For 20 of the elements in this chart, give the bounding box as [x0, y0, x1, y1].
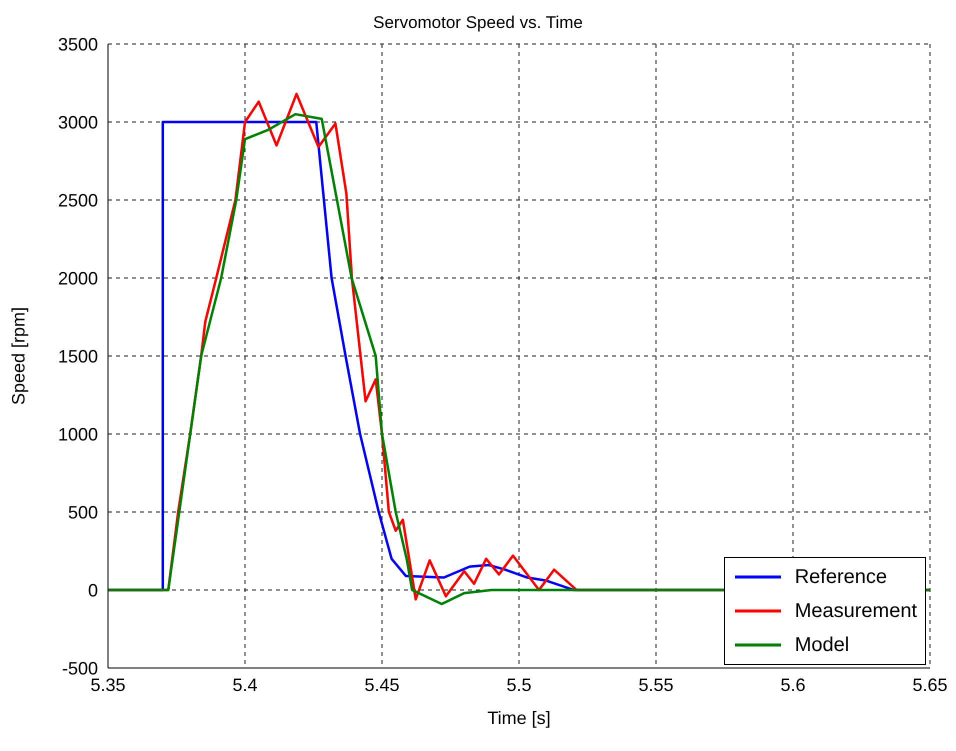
legend-label: Model: [794, 634, 850, 656]
x-tick-label: 5.55: [638, 674, 674, 695]
x-tick-label: 5.45: [364, 674, 400, 695]
y-axis-title: Speed [rpm]: [8, 306, 28, 406]
x-tick-label: 5.4: [232, 674, 258, 695]
x-tick-label: 5.5: [506, 674, 532, 695]
y-tick-label: 1000: [58, 424, 98, 444]
y-tick-label: 0: [88, 580, 98, 600]
legend-label: Measurement: [794, 600, 917, 622]
x-axis-title: Time [s]: [487, 708, 551, 728]
y-tick-label: 2500: [58, 190, 98, 210]
y-tick-label: 3500: [58, 34, 98, 54]
x-tick-label: 5.65: [912, 674, 948, 695]
chart-title: Servomotor Speed vs. Time: [373, 13, 583, 32]
y-tick-label: 3000: [58, 112, 98, 132]
legend-label: Reference: [794, 566, 887, 588]
y-tick-label: 2000: [58, 268, 98, 288]
x-tick-label: 5.6: [780, 674, 806, 695]
y-tick-label: 1500: [58, 346, 98, 366]
y-tick-label: 500: [68, 502, 98, 522]
